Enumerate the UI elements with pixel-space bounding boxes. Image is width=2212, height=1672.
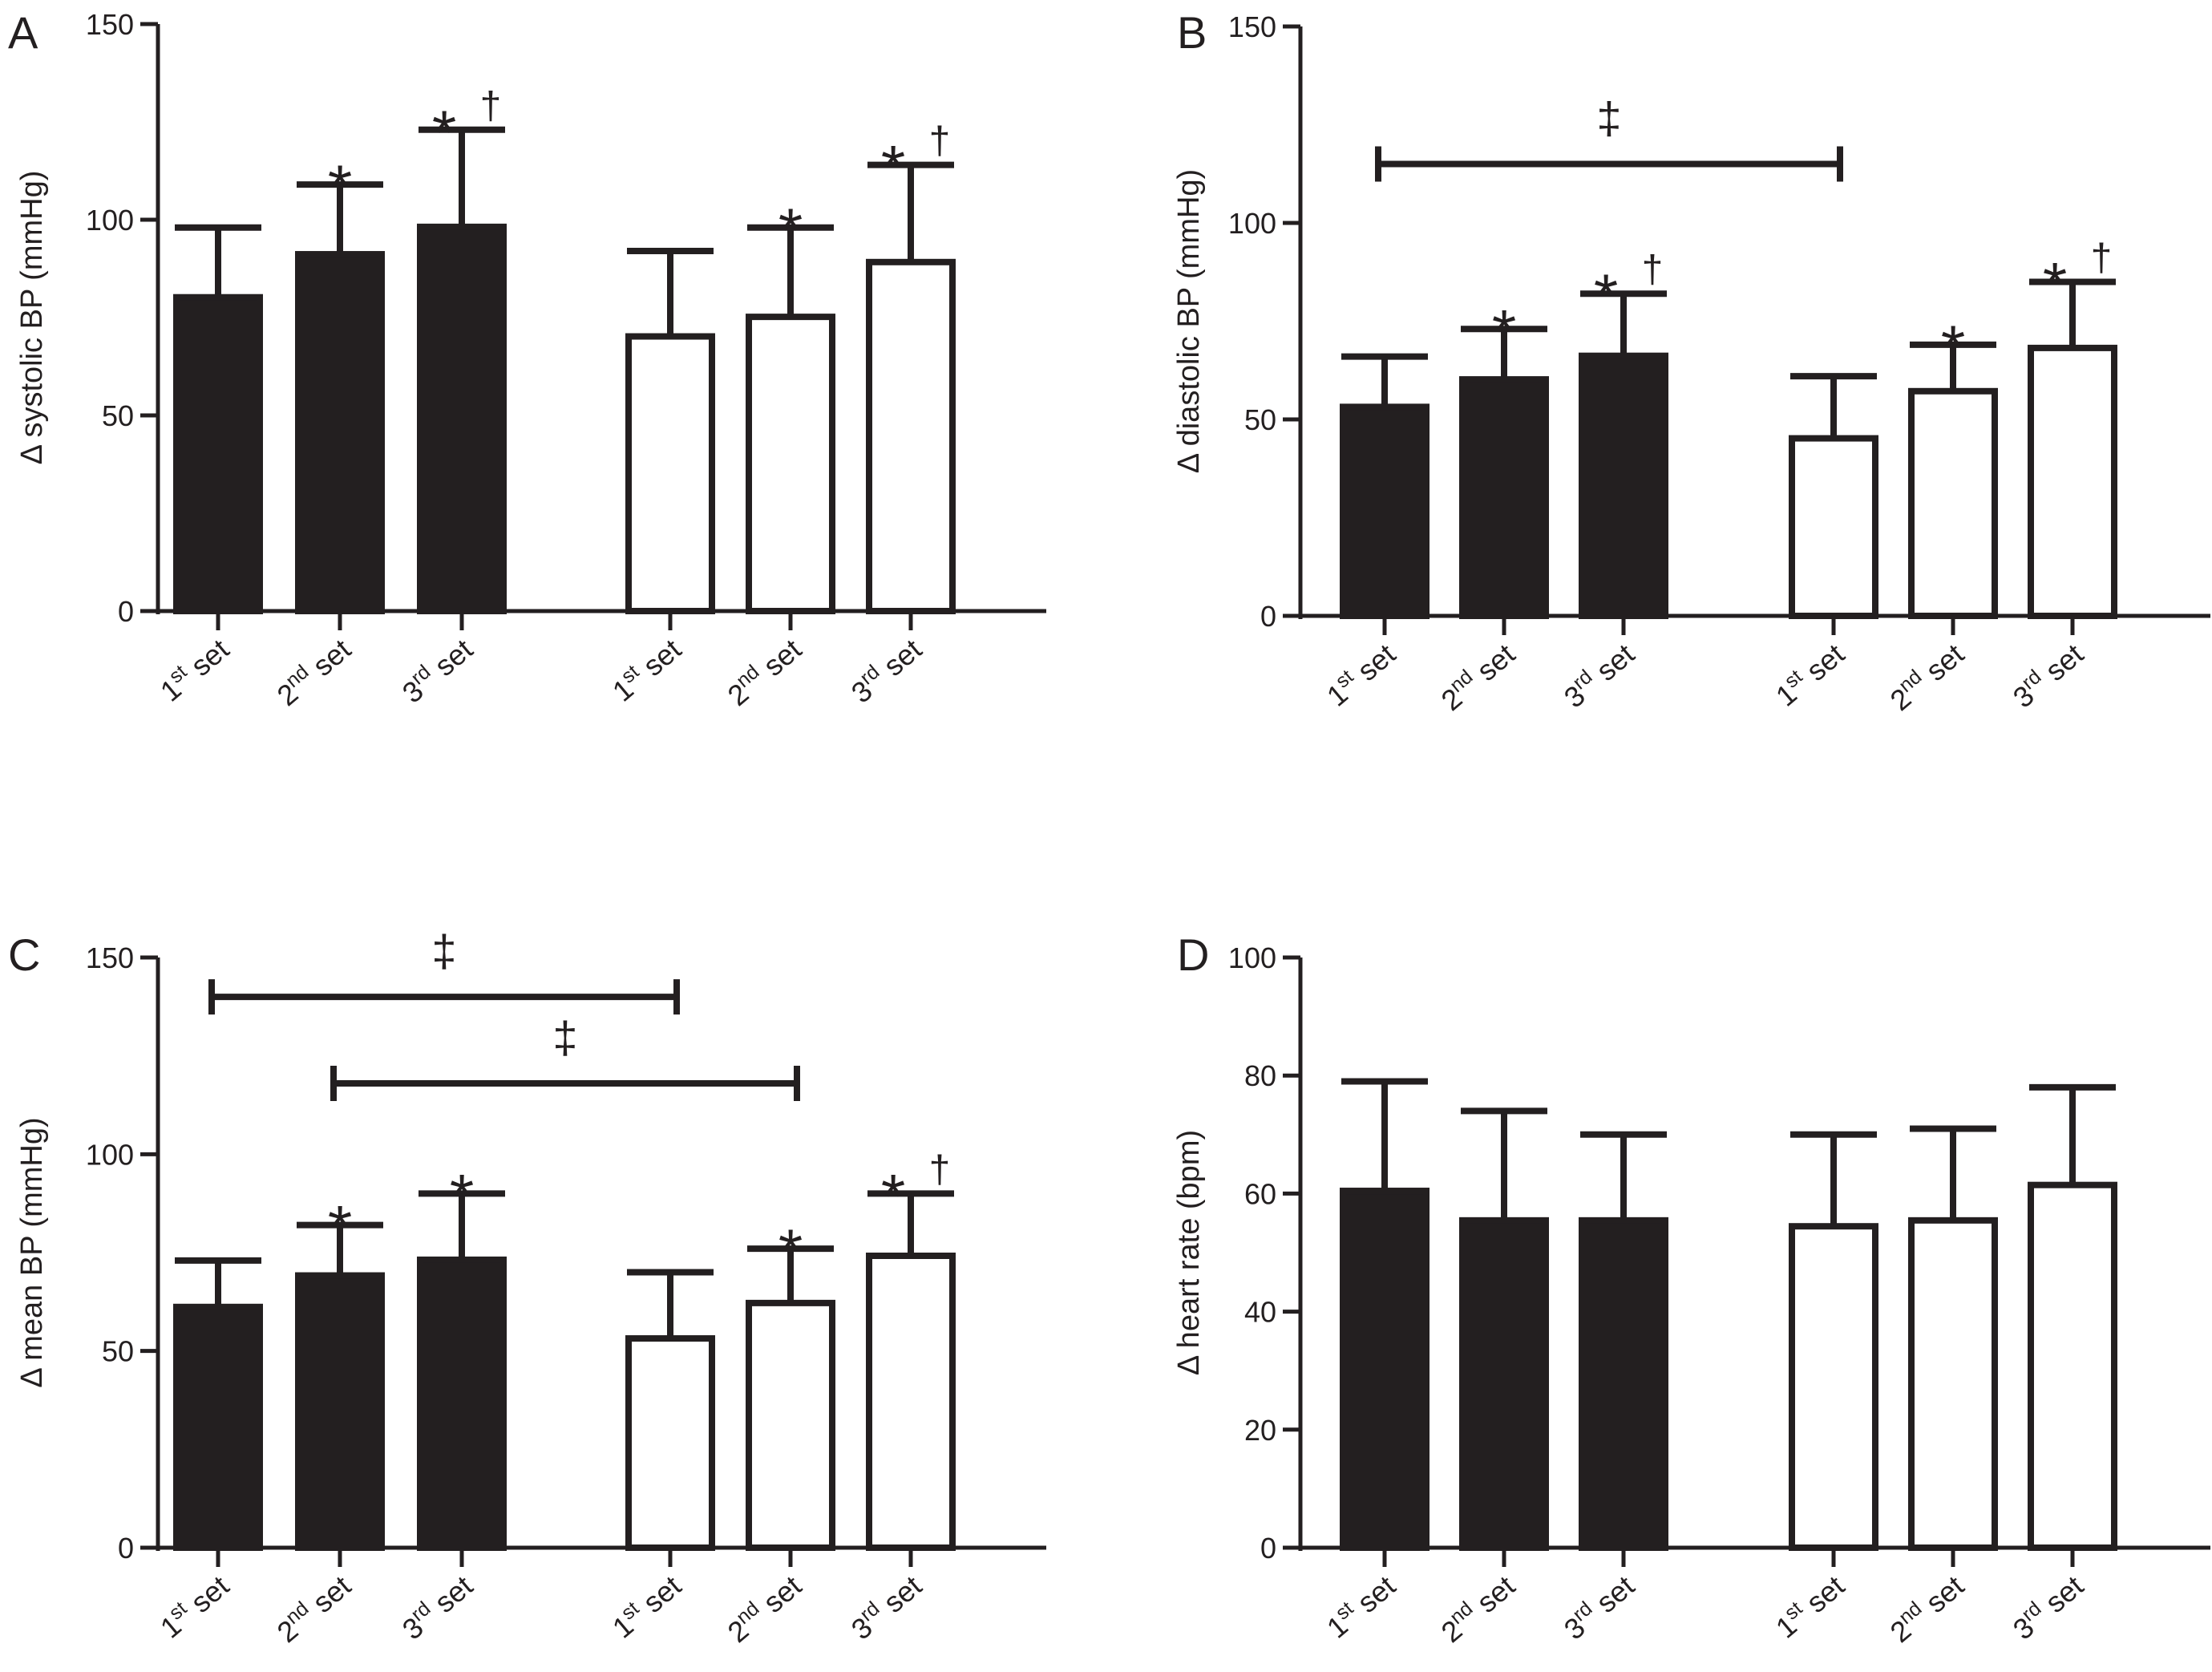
x-tick-label: 2nd set (269, 1567, 357, 1649)
significance-star: * (881, 132, 905, 203)
x-tick-label: 3rd set (843, 1567, 928, 1646)
significance-star: * (881, 1160, 905, 1231)
y-tick-label: 20 (1244, 1414, 1276, 1447)
bar-filled (1459, 1217, 1549, 1551)
y-tick-label: 100 (86, 1138, 134, 1171)
x-tick-label: 2nd set (1434, 1567, 1521, 1649)
significance-dagger: † (2091, 237, 2113, 280)
bar-open (2028, 1181, 2117, 1552)
y-tick-label: 150 (1228, 10, 1276, 43)
y-tick-label: 40 (1244, 1296, 1276, 1329)
x-tick-label: 3rd set (2005, 1567, 2089, 1646)
bar-open (2028, 344, 2117, 619)
bar-open (746, 1299, 835, 1551)
x-tick-label: 3rd set (394, 1567, 479, 1646)
bar-open (1908, 387, 1998, 619)
bar-filled (1459, 376, 1549, 619)
x-tick-label: 2nd set (1882, 635, 1970, 717)
significance-star: * (1941, 312, 1965, 383)
bar-open (625, 1335, 715, 1552)
x-tick-label: 1st set (152, 630, 235, 707)
bar-filled (295, 251, 385, 614)
bar-open (866, 258, 956, 614)
y-tick-label: 0 (118, 1532, 134, 1565)
y-tick-label: 150 (86, 941, 134, 974)
panel-letter: C (8, 929, 40, 980)
panel-letter: B (1177, 7, 1207, 58)
bar-open (1789, 435, 1878, 619)
x-tick-label: 1st set (1768, 1567, 1850, 1644)
x-tick-label: 3rd set (2005, 635, 2089, 714)
significance-dagger: † (1642, 249, 1664, 291)
x-tick-label: 3rd set (1556, 1567, 1640, 1646)
significance-dagger: † (480, 85, 502, 128)
significance-dagger: † (929, 120, 951, 163)
significance-star: * (778, 1216, 803, 1286)
bar-open (1908, 1217, 1998, 1551)
y-tick-label: 100 (1228, 207, 1276, 240)
bar-filled (173, 1303, 263, 1551)
bar-filled (1340, 1188, 1430, 1552)
y-tick-label: 50 (1244, 403, 1276, 436)
x-tick-label: 1st set (605, 630, 687, 707)
x-tick-label: 3rd set (1556, 635, 1640, 714)
y-axis-label: Δ systolic BP (mmHg) (15, 171, 49, 465)
panel-letter: D (1177, 929, 1209, 980)
significance-star: * (1492, 296, 1516, 366)
panel-d: D 0 20 40 60 80 100 Δ heart rate (bpm) 1st set 2n… (1172, 929, 2210, 1649)
x-tick-label: 2nd set (720, 630, 807, 712)
bracket-double-dagger: ‡ (552, 1012, 577, 1063)
bracket-double-dagger: ‡ (431, 925, 456, 976)
bar-filled (417, 223, 507, 614)
bar-filled (1579, 1217, 1668, 1551)
y-tick-label: 60 (1244, 1177, 1276, 1210)
y-axis-label: Δ mean BP (mmHg) (15, 1117, 49, 1387)
panel-c: C 0 50 100 150 Δ mean BP (mmHg) 1st set 2nd set… (8, 925, 1046, 1649)
y-tick-label: 150 (86, 8, 134, 41)
x-tick-label: 3rd set (394, 630, 479, 709)
significance-star: * (1594, 261, 1618, 331)
x-tick-label: 3rd set (843, 630, 928, 709)
significance-star: * (778, 195, 803, 265)
y-tick-label: 100 (86, 204, 134, 237)
bar-filled (1579, 352, 1668, 619)
y-axis-label: Δ diastolic BP (mmHg) (1172, 169, 1206, 473)
y-axis-label: Δ heart rate (bpm) (1172, 1130, 1206, 1375)
bar-filled (1340, 403, 1430, 619)
bar-open (1789, 1223, 1878, 1551)
significance-star: * (328, 1192, 352, 1263)
y-tick-label: 0 (1260, 1532, 1276, 1565)
significance-dagger: † (929, 1148, 951, 1191)
bar-filled (173, 294, 263, 614)
y-tick-label: 0 (1260, 600, 1276, 633)
y-tick-label: 50 (102, 399, 134, 432)
x-tick-label: 1st set (152, 1567, 235, 1644)
y-tick-label: 50 (102, 1335, 134, 1368)
y-tick-label: 100 (1228, 941, 1276, 974)
panel-b: B 0 50 100 150 Δ diastolic BP (mmHg) 1st set 2n… (1172, 7, 2210, 717)
significance-star: * (450, 1160, 474, 1231)
bracket-double-dagger: ‡ (1596, 93, 1621, 144)
panel-a: A 0 50 100 150 Δ systolic BP (mmHg) 1st set 2nd… (8, 7, 1046, 712)
x-tick-label: 1st set (1768, 635, 1850, 712)
x-tick-label: 1st set (1319, 635, 1401, 712)
bar-open (625, 333, 715, 614)
x-tick-label: 2nd set (720, 1567, 807, 1649)
significance-star: * (432, 97, 456, 168)
x-tick-label: 2nd set (269, 630, 357, 712)
bar-filled (417, 1256, 507, 1551)
y-tick-label: 80 (1244, 1059, 1276, 1092)
bar-open (746, 314, 835, 614)
bar-filled (295, 1272, 385, 1551)
y-tick-label: 0 (118, 595, 134, 628)
significance-star: * (2043, 249, 2067, 320)
panel-letter: A (8, 7, 38, 58)
x-tick-label: 2nd set (1882, 1567, 1970, 1649)
x-tick-label: 1st set (1319, 1567, 1401, 1644)
x-tick-label: 1st set (605, 1567, 687, 1644)
x-tick-label: 2nd set (1434, 635, 1521, 717)
significance-star: * (328, 152, 352, 222)
bar-open (866, 1253, 956, 1551)
